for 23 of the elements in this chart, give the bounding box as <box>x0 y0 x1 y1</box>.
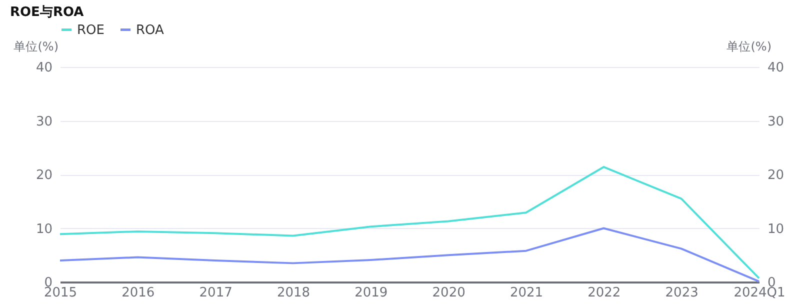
x-tick-label: 2021 <box>510 286 544 300</box>
x-tick-label: 2020 <box>432 286 466 300</box>
x-tick-label: 2018 <box>276 286 310 300</box>
y-tick-label: 40 <box>36 60 52 76</box>
y2-tick-label: 10 <box>768 222 784 237</box>
x-tick-label: 2016 <box>122 286 155 300</box>
x-tick-label: 2017 <box>199 286 232 300</box>
y-tick-label: 20 <box>36 168 52 183</box>
y2-tick-label: 30 <box>768 114 784 130</box>
x-tick-label: 2023 <box>665 286 698 300</box>
y2-tick-label: 40 <box>768 60 784 76</box>
y-tick-label: 30 <box>36 114 52 130</box>
y-tick-label: 10 <box>36 222 52 237</box>
y2-axis-title: 单位(%) <box>726 40 772 54</box>
y-axis-title: 单位(%) <box>14 40 58 54</box>
x-tick-label: 2022 <box>588 286 621 300</box>
x-tick-label: 2019 <box>354 286 388 300</box>
legend-label: ROE <box>77 22 104 38</box>
line-series <box>59 227 760 282</box>
line-series <box>59 166 760 280</box>
chart-title: ROE与ROA <box>10 5 84 20</box>
legend-label: ROA <box>136 22 164 38</box>
y2-tick-label: 20 <box>768 168 784 183</box>
